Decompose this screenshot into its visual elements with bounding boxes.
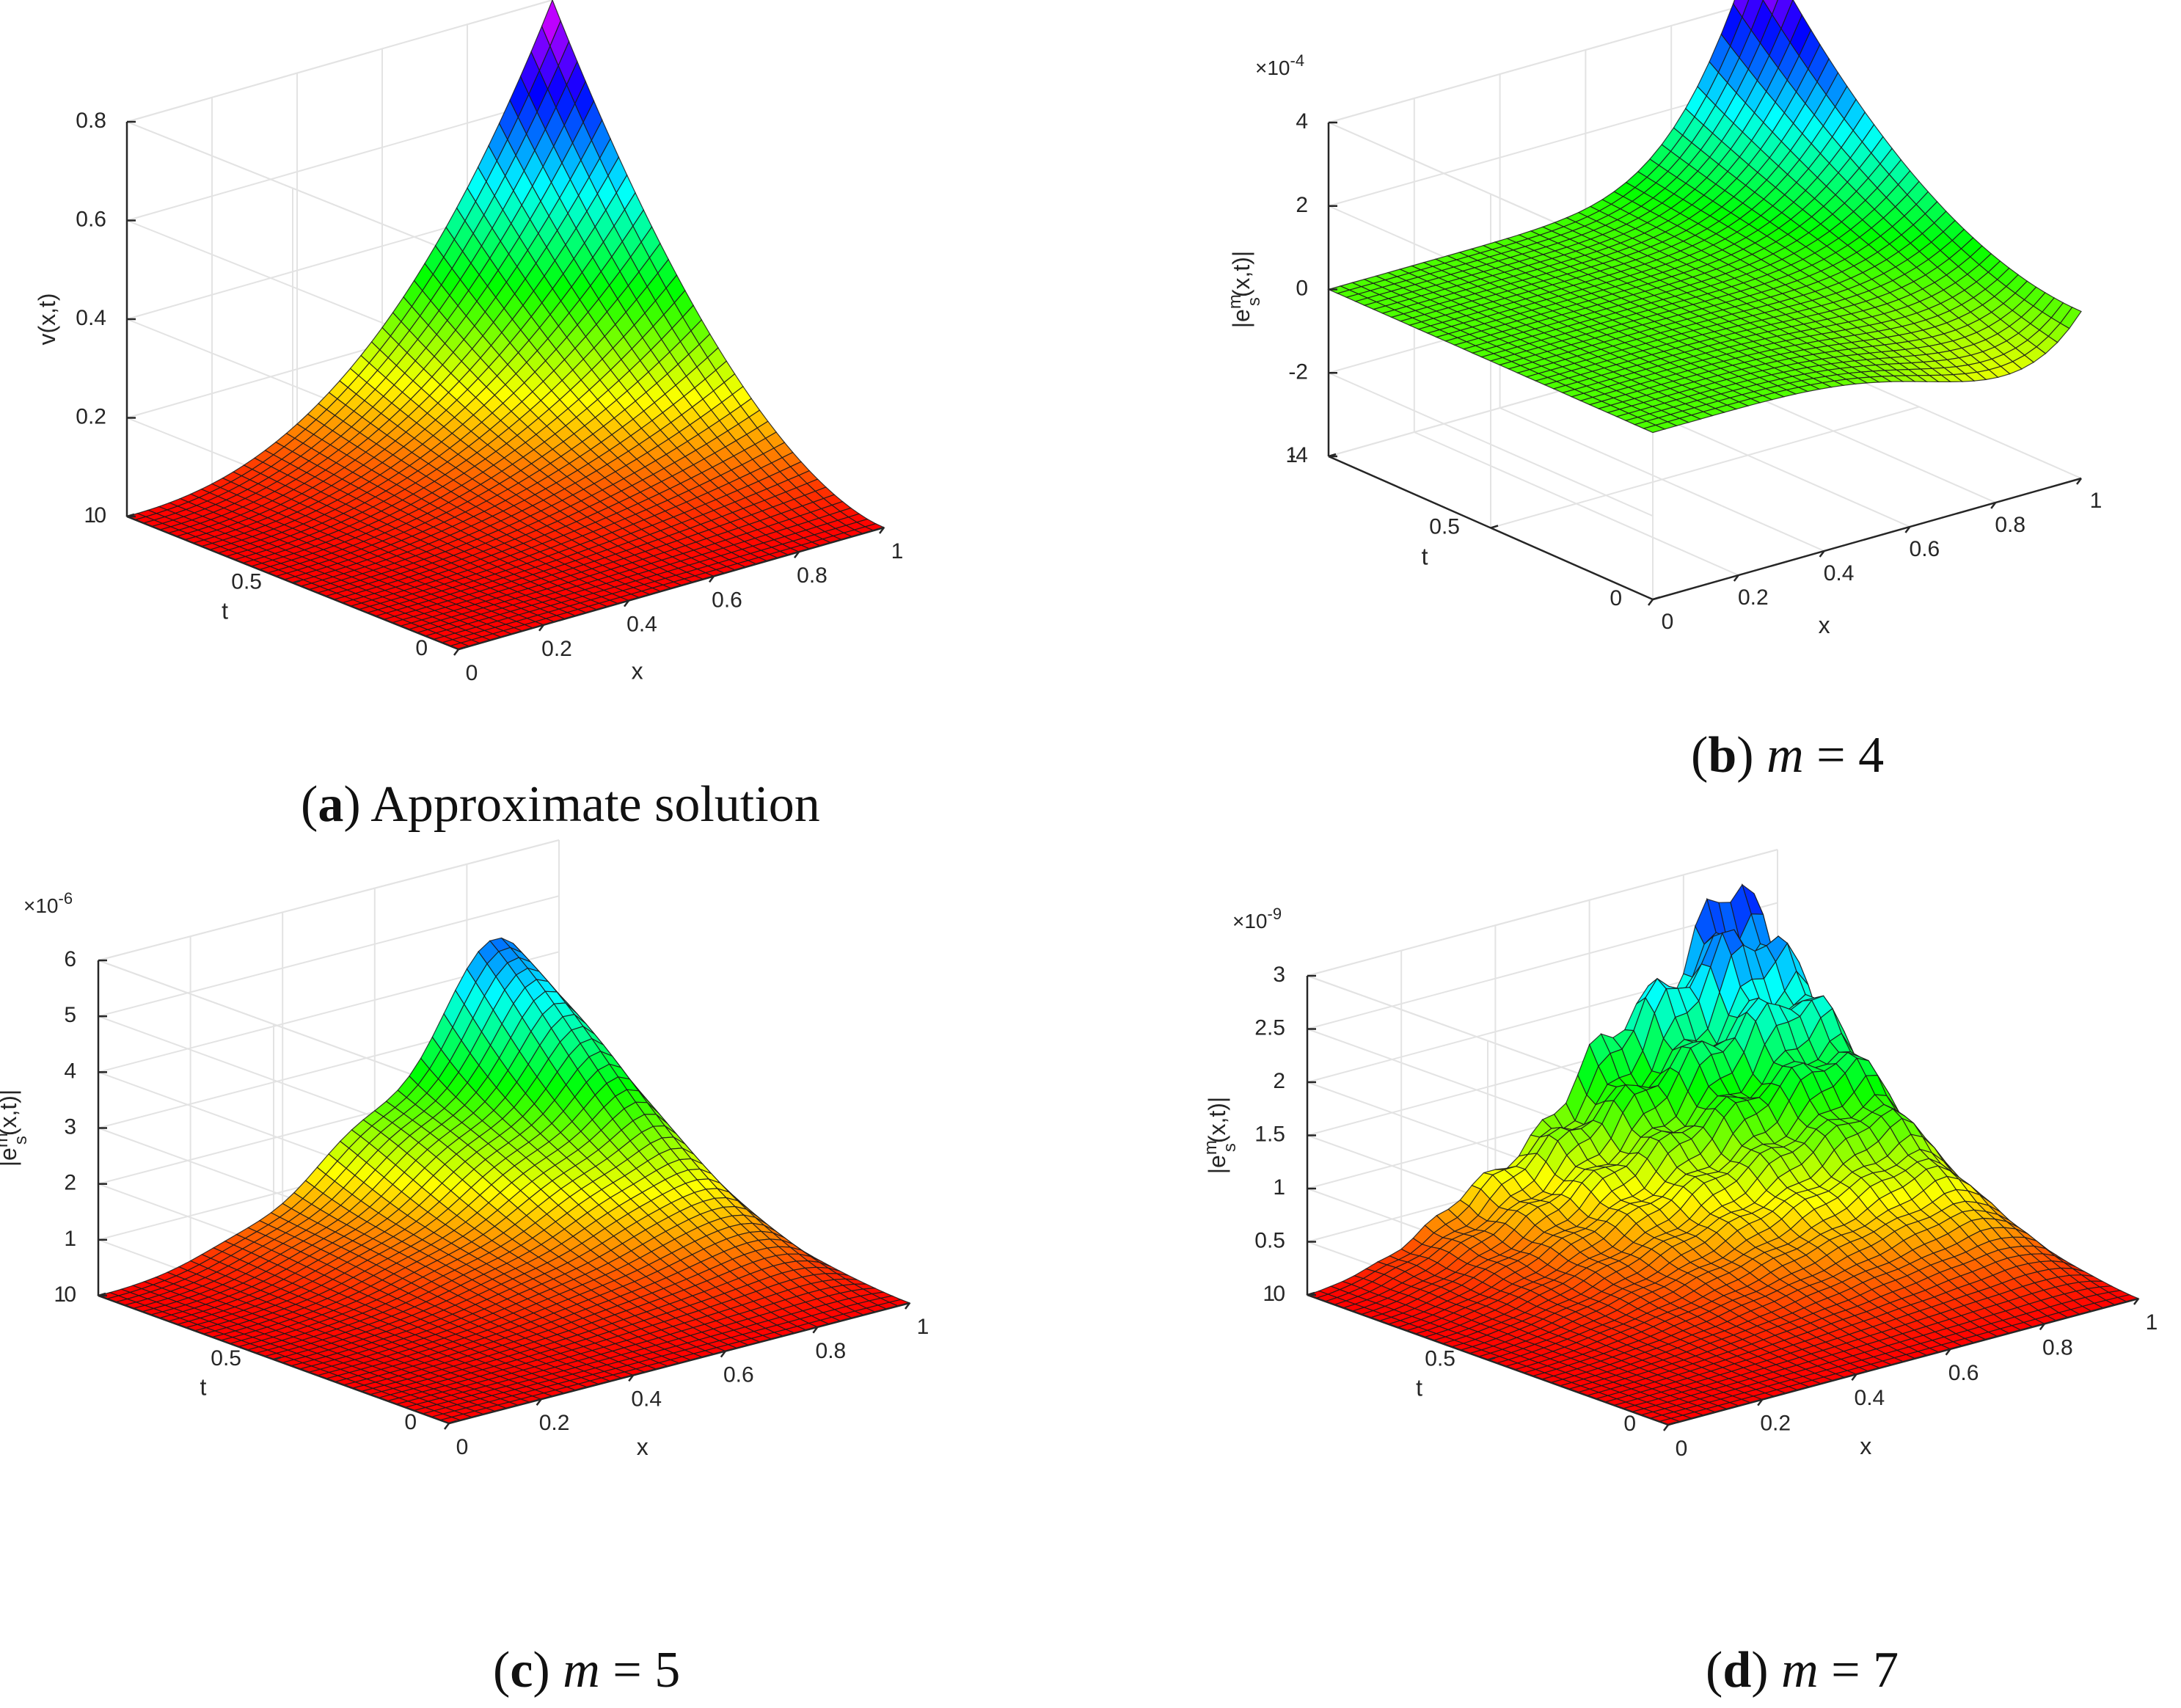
x-tick-label: 0.4 [1824,561,1855,585]
x-tick-label: 0.8 [816,1339,847,1363]
z-tick-label: 2 [1296,193,1308,217]
z-axis-label: |ems(x,t)| [0,1090,31,1167]
x-tick-label: 0 [456,1435,469,1459]
x-tick-label: 0.2 [541,637,572,661]
x-axis-label: x [632,657,643,684]
x-tick-label: 0.4 [631,1387,662,1411]
x-tick-label: 0.8 [1995,513,2025,537]
z-tick-label: 4 [64,1059,76,1083]
z-tick-label: 0.8 [76,109,106,133]
z-tick-label: 0.6 [76,208,106,232]
chart-d: 00.20.40.60.8100.5100.511.522.53xt|ems(x… [1201,849,2158,1461]
x-tick-label: 1 [917,1315,929,1339]
x-tick-label: 0 [466,661,478,685]
z-tick-label: 0 [94,503,106,528]
z-axis-label: |ems(x,t)| [1225,251,1264,329]
y-axis-label: t [222,598,228,624]
x-tick-mark [1648,599,1654,606]
z-tick-label: 0.4 [76,306,106,330]
x-axis-label: x [1819,612,1830,638]
chart-b: 00.20.40.60.8100.51-4-2024xt|ems(x,t)|×1… [1225,0,2102,638]
z-tick-label: 2 [64,1171,76,1195]
x-tick-label: 0.6 [712,588,742,612]
y-axis-label: t [1422,543,1428,569]
y-tick-label: 0 [1610,586,1622,610]
surface-b [1327,0,2082,434]
frame-edge [126,121,459,255]
y-tick-label: 0 [404,1410,417,1434]
z-tick-label: 6 [64,947,76,971]
z-exponent-label: ×10-4 [1255,51,1304,79]
z-tick-label: -2 [1288,360,1308,384]
x-tick-label: 0.2 [539,1411,570,1435]
x-axis-line [1652,477,2082,601]
y-tick-label: 0.5 [1429,515,1460,539]
x-tick-label: 1 [891,539,904,563]
z-tick-label: 4 [1296,109,1308,134]
y-tick-mark [1652,596,1661,601]
y-tick-label: 0 [415,636,428,660]
x-tick-label: 0.6 [723,1363,754,1387]
x-tick-label: 0.6 [1910,537,1940,561]
z-axis-label: v(x,t) [34,293,60,345]
z-tick-label: 5 [64,1003,76,1027]
y-tick-label: 0.5 [211,1346,241,1371]
y-tick-mark [1490,525,1499,529]
frame-edge [126,0,553,123]
grid-line [1490,406,1920,529]
chart-c: 00.20.40.60.8100.510123456xt|ems(x,t)|×1… [0,839,929,1460]
z-tick-label: 1 [64,1227,76,1251]
surface-a [125,0,885,650]
z-tick-label: 0.2 [76,405,106,429]
x-tick-label: 0.4 [626,613,657,637]
x-tick-label: 0 [1662,610,1674,634]
z-tick-label: 3 [64,1115,76,1139]
y-tick-label: 0.5 [231,570,262,594]
z-tick-label: 0 [64,1282,76,1307]
z-tick-label: 0 [1296,277,1308,301]
x-tick-mark [444,1423,450,1430]
grid-line [126,98,553,222]
x-tick-label: 0.8 [797,563,828,588]
y-axis-label: t [200,1374,206,1401]
z-tick-label: -4 [1288,443,1308,467]
x-axis-label: x [637,1434,649,1460]
x-tick-label: 0.2 [1738,585,1769,610]
x-tick-label: 1 [2090,489,2103,513]
z-exponent-label: ×10-6 [23,889,73,917]
x-tick-mark [453,649,459,656]
